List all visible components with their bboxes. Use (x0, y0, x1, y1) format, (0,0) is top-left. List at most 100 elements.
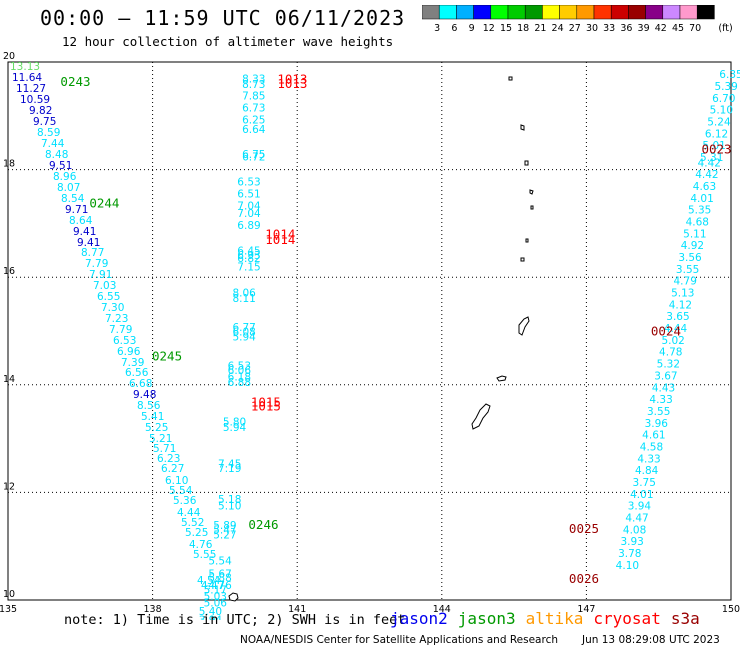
wave-height-value: 4.33 (649, 394, 672, 406)
wave-height-value: 5.17 (204, 585, 227, 597)
wave-height-value: 4.76 (208, 580, 232, 592)
wave-height-value: 11.27 (16, 83, 46, 95)
colorbar-label: 15 (500, 23, 512, 34)
wave-height-value: 6.82 (237, 253, 260, 265)
wave-height-value: 8.06 (232, 288, 256, 300)
wave-height-value: 5.41 (141, 411, 164, 423)
wave-height-value: 3.94 (628, 501, 652, 513)
wave-height-value: 9.82 (29, 105, 52, 117)
wave-height-value: 6.06 (228, 365, 252, 377)
wave-height-value: 3.67 (654, 370, 677, 382)
wave-height-value: 7.85 (242, 91, 265, 103)
wave-height-value: 6.53 (228, 361, 251, 373)
wave-height-value: 8.96 (53, 171, 77, 183)
satellite-jason3: jason3 (457, 609, 516, 628)
wave-height-value: 5.13 (671, 288, 694, 300)
map-title: 00:00 — 11:59 UTC 06/11/2023 (40, 6, 406, 30)
wave-height-value: 5.36 (173, 495, 197, 507)
colorbar-label: 18 (517, 23, 529, 34)
credit-text: NOAA/NESDIS Center for Satellite Applica… (240, 634, 558, 646)
wave-height-value: 6.88 (228, 377, 251, 389)
x-tick-label: 144 (433, 604, 451, 615)
pass-time-label: 0243 (60, 74, 90, 89)
x-tick-label: 141 (288, 604, 306, 615)
wave-height-value: 6.70 (712, 93, 735, 105)
wave-height-value: 4.01 (690, 193, 713, 205)
colorbar-label: 3 (434, 23, 440, 34)
pass-time-label: 1014 (265, 226, 295, 241)
island-outline (496, 375, 507, 382)
wave-height-value: 5.94 (223, 422, 247, 434)
map-frame (7, 61, 732, 601)
wave-height-value: 4.44 (177, 507, 201, 519)
wave-height-value: 7.04 (237, 200, 261, 212)
wave-height-value: 3.55 (676, 264, 699, 276)
wave-height-value: 8.73 (242, 79, 265, 91)
colorbar-unit: (ft) (718, 23, 732, 34)
wave-height-value: 6.53 (237, 177, 260, 189)
wave-height-value: 8.11 (232, 293, 255, 305)
wave-height-value: 4.44 (664, 323, 688, 335)
wave-height-value: 3.96 (645, 418, 669, 430)
wave-height-value: 6.64 (242, 124, 266, 136)
wave-height-value: 4.47 (625, 512, 648, 524)
satellite-jason2: jason2 (390, 609, 448, 628)
wave-height-value: 5.18 (218, 494, 241, 506)
wave-height-value: 5.52 (181, 517, 204, 529)
wave-height-value: 5.02 (661, 335, 684, 347)
wave-height-value: 4.01 (630, 489, 653, 501)
wave-height-value: 3.56 (678, 252, 702, 264)
pass-time-label: 0246 (248, 517, 278, 532)
wave-height-value: 3.94 (199, 615, 223, 620)
colorbar-label: 12 (483, 23, 495, 34)
pass-time-label: 1015 (251, 394, 281, 409)
wave-height-value: 5.32 (657, 359, 680, 371)
wave-height-value: 6.73 (242, 102, 265, 114)
pass-time-label: 1014 (265, 232, 295, 247)
wave-height-value: 5.03 (204, 591, 227, 603)
wave-height-value: 6.56 (125, 367, 149, 379)
x-tick-label: 147 (577, 604, 595, 615)
wave-height-value: 7.19 (218, 463, 241, 475)
wave-height-value: 4.79 (674, 276, 697, 288)
island-outline (508, 76, 513, 81)
wave-height-value: 5.01 (702, 140, 725, 152)
wave-height-value: 5.54 (208, 555, 232, 567)
wave-height-value: 3.55 (647, 406, 670, 418)
wave-height-value: 7.79 (85, 258, 108, 270)
wave-height-value: 7.04 (237, 208, 261, 220)
wave-height-value: 4.08 (623, 524, 646, 536)
colorbar-label: 39 (638, 23, 650, 34)
colorbar-label: 33 (603, 23, 615, 34)
map-subtitle: 12 hour collection of altimeter wave hei… (62, 34, 394, 49)
wave-height-value: 7.45 (218, 459, 241, 471)
wave-height-value: 6.12 (705, 128, 728, 140)
wave-height-value: 11.64 (12, 72, 42, 84)
colorbar-label: 27 (569, 23, 581, 34)
wave-height-value: 9.75 (33, 116, 56, 128)
wave-height-value: 3.75 (633, 477, 656, 489)
wave-height-value: 3.93 (620, 536, 643, 548)
wave-height-value: 5.89 (213, 520, 236, 532)
wave-height-value: 13.13 (10, 61, 40, 73)
wave-height-value: 6.68 (129, 378, 152, 390)
wave-height-value: 9.71 (65, 204, 88, 216)
wave-height-value: 5.80 (223, 417, 246, 429)
wave-height-value: 5.21 (149, 433, 172, 445)
pass-time-label: 0024 (651, 323, 681, 338)
wave-height-value: 6.18 (228, 371, 251, 383)
wave-height-value: 6.77 (232, 322, 255, 334)
wave-height-value: 4.12 (669, 299, 692, 311)
wave-height-value: 5.71 (153, 443, 176, 455)
colorbar-label: 24 (552, 23, 564, 34)
wave-height-value: 7.03 (93, 280, 116, 292)
y-tick-label: 18 (3, 159, 15, 170)
wave-height-value: 4.84 (635, 465, 659, 477)
island-outline (518, 316, 530, 336)
wave-height-value: 3.65 (666, 311, 689, 323)
wave-height-value: 8.56 (137, 400, 161, 412)
satellite-legend: jason2 jason3 altika cryosat s3a (390, 609, 710, 628)
wave-height-value: 4.43 (652, 382, 675, 394)
island-outline (529, 189, 534, 195)
wave-height-value: 5.35 (688, 205, 711, 217)
